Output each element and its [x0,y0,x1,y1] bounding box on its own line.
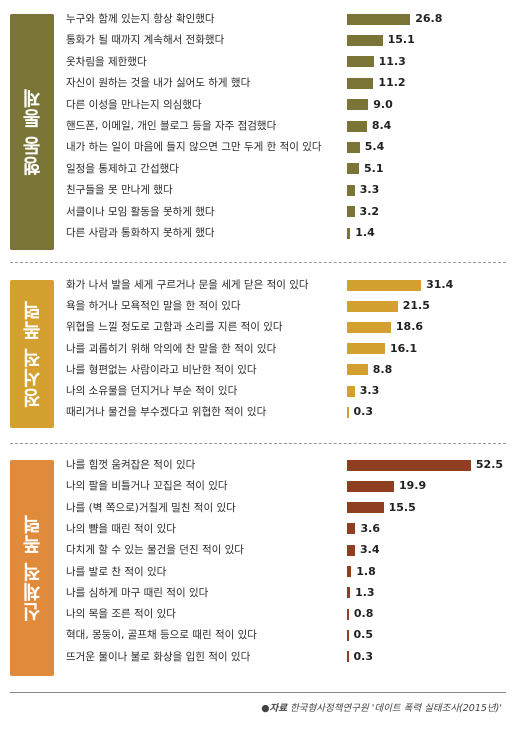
bar [347,629,349,641]
value-label: 3.4 [360,543,380,557]
value-label: 0.8 [353,607,374,621]
bar [347,300,398,312]
bar [347,587,351,599]
value-label: 3.3 [359,183,380,197]
category-label: 일정을 통제하고 간섭했다 [66,162,179,175]
bar [347,13,411,25]
category-label: 내가 하는 일이 마음에 들지 않으면 그만 두게 한 적이 있다 [66,141,322,154]
category-label: 나의 뺨을 때린 적이 있다 [66,522,176,535]
bar [347,385,355,397]
bar [347,566,352,577]
value-label: 8.4 [371,119,392,132]
category-label: 혁대, 몽둥이, 골프채 등으로 때린 적이 있다 [66,629,257,642]
value-label: 18.6 [395,320,424,334]
category-label: 다치게 할 수 있는 물건을 던진 적이 있다 [66,544,244,557]
value-label: 3.3 [359,384,380,397]
value-label: 0.3 [353,649,374,663]
value-label: 1.4 [355,226,375,239]
section-label: 행동 통제 [21,88,44,176]
source-prefix: ●자료 [261,703,288,714]
value-label: 21.5 [402,299,430,313]
value-label: 1.8 [356,564,376,578]
source-text: 한국형사정책연구원 '데이트 폭력 실태조사(2015년)' [290,703,502,714]
value-label: 11.2 [378,76,406,90]
category-label: 누구와 함께 있는지 항상 확인했다 [66,13,215,25]
category-label: 나를 괴롭히기 위해 악의에 찬 말을 한 적이 있다 [66,342,277,355]
section-label: 정서적 폭력 [21,300,44,408]
section-label: 신체적 폭력 [21,514,44,622]
bar [347,279,422,291]
category-label: 나의 목을 조른 적이 있다 [66,608,176,621]
bar [347,502,384,514]
category-label: 나를 (벽 쪽으로)거칠게 밀친 적이 있다 [66,501,236,514]
category-label: 나를 발로 찬 적이 있다 [66,565,167,578]
category-label: 욕을 하거나 모욕적인 말을 한 적이 있다 [66,300,241,313]
value-label: 5.4 [364,140,385,154]
category-label: 서클이나 모임 활동을 못하게 했다 [66,205,215,218]
category-label: 나의 소유물을 던지거나 부순 적이 있다 [66,385,238,397]
category-label: 옷차림을 제한했다 [66,55,147,68]
bar [347,34,383,46]
category-label: 나의 팔을 비틀거나 꼬집은 적이 있다 [66,480,228,493]
section-label-box: 정서적 폭력 [10,280,54,428]
value-label: 3.2 [359,204,380,218]
bar [347,459,471,471]
category-label: 다른 이성을 만나는지 의심했다 [66,98,202,111]
bar [347,120,367,132]
bar [347,77,374,89]
bar [347,56,374,68]
bar [347,163,360,175]
category-label: 친구들을 못 만나게 했다 [66,184,173,197]
value-label: 31.4 [426,278,454,291]
category-label: 나를 심하게 마구 때린 적이 있다 [66,586,209,599]
bar [347,406,349,418]
section-divider [10,443,506,444]
category-label: 나를 힘껏 움켜잡은 적이 있다 [66,459,196,471]
value-label: 3.6 [360,521,380,535]
value-label: 19.9 [398,479,427,493]
bar [347,321,391,333]
value-label: 15.1 [387,33,415,47]
bar [347,480,394,492]
bar [347,206,355,218]
category-label: 자신이 원하는 것을 내가 싫어도 하게 했다 [66,77,251,90]
bar [347,343,385,355]
value-label: 0.3 [353,405,374,419]
section-label-box: 행동 통제 [10,14,54,250]
category-label: 다른 사람과 통화하지 못하게 했다 [66,227,215,239]
value-label: 9.0 [373,97,393,111]
category-label: 핸드폰, 이메일, 개인 블로그 등을 자주 점검했다 [66,120,277,132]
bar [347,141,360,153]
bar [347,364,368,376]
value-label: 15.5 [388,500,416,514]
value-label: 8.8 [372,362,393,376]
bar [347,184,355,196]
category-label: 때리거나 물건을 부수겠다고 위협한 적이 있다 [66,406,267,419]
value-label: 11.3 [378,54,406,68]
category-label: 화가 나서 발을 세게 구르거나 문을 세게 닫은 적이 있다 [66,279,309,291]
value-label: 1.3 [355,585,375,599]
category-label: 위협을 느낄 정도로 고함과 소리를 지른 적이 있다 [66,321,283,334]
bar [347,651,349,663]
section-divider [10,262,506,263]
value-label: 52.5 [475,458,504,471]
bar [347,544,356,556]
source-note: ●자료 한국형사정책연구원 '데이트 폭력 실태조사(2015년)' [261,700,502,714]
bar [347,99,369,111]
value-label: 0.5 [353,628,374,642]
bar [347,523,356,535]
bar [347,608,349,620]
section-label-box: 신체적 폭력 [10,460,54,676]
value-label: 5.1 [364,161,384,175]
bar [347,227,351,239]
category-label: 나를 형편없는 사람이라고 비난한 적이 있다 [66,363,257,376]
value-label: 26.8 [415,12,443,25]
category-label: 뜨거운 물이나 불로 화상을 입힌 적이 있다 [66,650,251,663]
category-label: 통화가 될 때까지 계속해서 전화했다 [66,34,225,47]
bottom-rule [10,692,506,693]
value-label: 16.1 [389,341,418,355]
